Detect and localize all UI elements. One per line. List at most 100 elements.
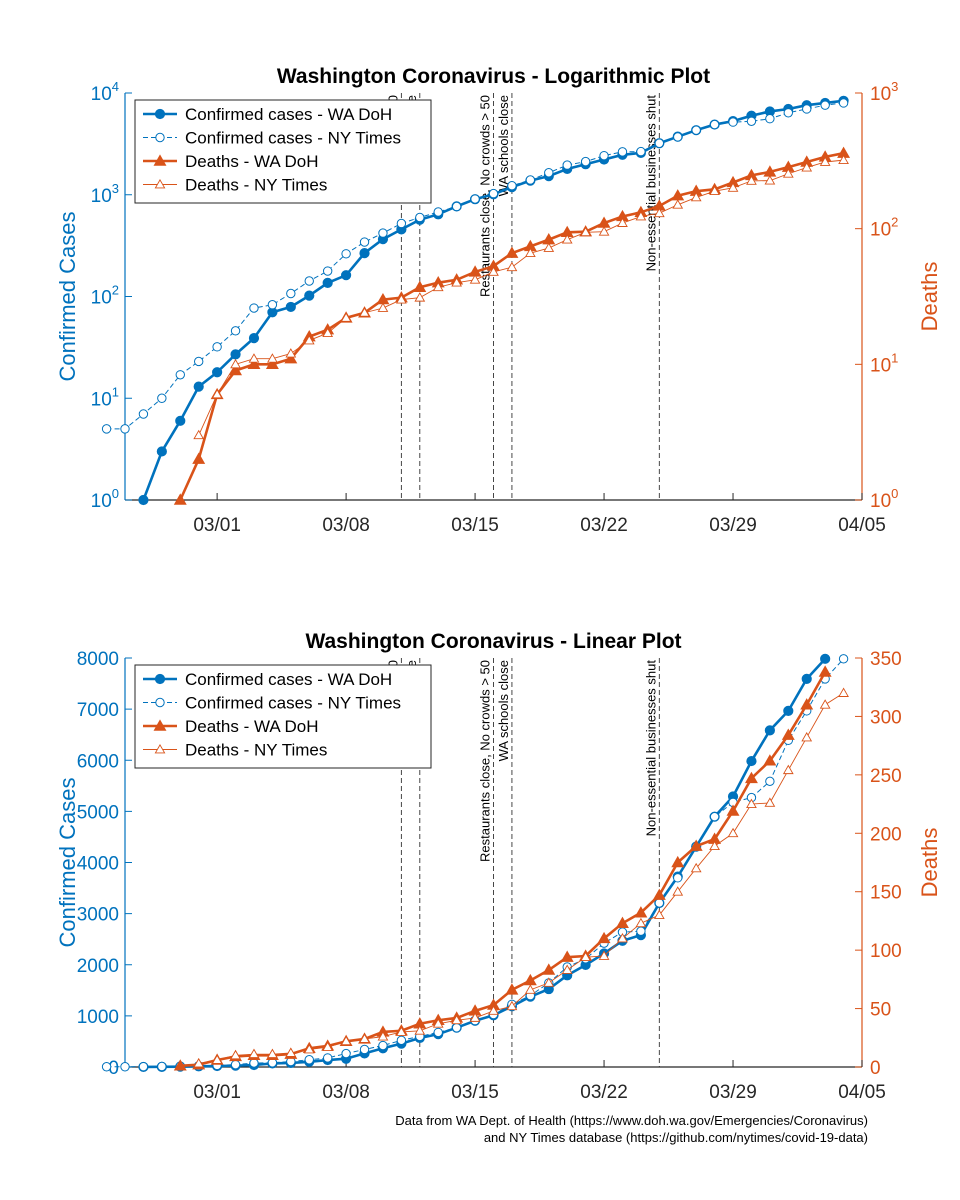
data-point: [156, 446, 167, 457]
data-point: [635, 917, 647, 928]
data-point: [247, 357, 261, 370]
right-tick-label: 250: [870, 766, 902, 787]
left-tick-label: 0: [108, 1058, 119, 1079]
data-point: [248, 1048, 260, 1059]
data-point: [818, 665, 832, 677]
data-point: [672, 199, 684, 209]
chart-panel-1: Washington Coronavirus - Logarithmic Plo…: [55, 65, 942, 536]
data-point: [157, 1061, 167, 1072]
data-point: [819, 699, 831, 709]
data-point: [635, 210, 647, 221]
legend-entry: Deaths - WA DoH: [185, 152, 319, 171]
data-point: [173, 493, 187, 505]
data-point: [451, 1023, 462, 1033]
left-tick-label: 1000: [77, 1007, 119, 1028]
data-point: [396, 1035, 407, 1046]
data-point: [322, 1053, 333, 1063]
data-point: [265, 357, 279, 370]
legend-entry: Deaths - NY Times: [185, 741, 327, 760]
data-point: [597, 931, 611, 944]
data-point: [285, 1047, 297, 1057]
left-tick-label: 101: [91, 384, 119, 410]
data-point: [690, 191, 702, 202]
data-point: [525, 175, 536, 185]
data-point: [671, 855, 685, 868]
data-point: [543, 242, 555, 252]
data-point: [765, 114, 775, 124]
right-tick-label: 50: [870, 1000, 891, 1021]
legend-marker: [155, 697, 165, 708]
right-axis-label: Deaths: [917, 828, 942, 898]
x-tick-label: 03/22: [580, 1082, 628, 1103]
event-label: Non-essential businesses shut: [643, 95, 658, 272]
data-point: [709, 119, 720, 130]
data-point: [543, 977, 555, 987]
data-point: [744, 771, 758, 784]
data-point: [819, 156, 831, 166]
x-tick-label: 03/01: [193, 515, 241, 536]
data-point: [451, 1014, 463, 1025]
data-point: [303, 334, 315, 345]
data-point: [652, 888, 666, 900]
data-point: [470, 194, 480, 204]
data-point: [763, 754, 777, 766]
data-point: [359, 1044, 370, 1055]
x-tick-label: 04/05: [838, 515, 886, 536]
data-point: [138, 1061, 149, 1072]
legend-marker: [155, 132, 165, 143]
data-point: [598, 226, 610, 236]
data-point: [322, 266, 333, 276]
data-point: [726, 804, 740, 816]
data-point: [340, 312, 352, 322]
data-point: [432, 1018, 444, 1028]
legend-entry: Deaths - WA DoH: [185, 717, 319, 736]
data-point: [138, 494, 149, 506]
right-tick-label: 350: [870, 649, 902, 670]
data-point: [691, 125, 701, 135]
event-label: WA schools close: [496, 95, 511, 196]
x-tick-label: 03/08: [322, 1082, 370, 1103]
legend-marker: [154, 743, 166, 754]
x-tick-label: 03/22: [580, 515, 628, 536]
left-tick-label: 103: [91, 181, 119, 207]
data-point: [378, 1040, 388, 1051]
legend-box: [134, 664, 432, 769]
right-tick-label: 100: [870, 486, 898, 512]
data-point: [580, 951, 592, 962]
data-point: [229, 363, 243, 376]
data-point: [212, 342, 222, 352]
data-point: [101, 424, 112, 434]
data-point: [561, 234, 573, 244]
data-point: [341, 1048, 351, 1059]
data-point: [653, 909, 665, 919]
data-point: [322, 327, 334, 337]
data-point: [488, 1005, 499, 1015]
data-point: [654, 898, 665, 908]
data-point: [544, 168, 554, 178]
left-tick-label: 6000: [77, 751, 119, 772]
data-point: [838, 154, 849, 165]
data-point: [728, 117, 738, 127]
data-point: [523, 973, 537, 986]
data-point: [101, 1062, 112, 1072]
data-point: [212, 367, 223, 378]
legend-box: [134, 99, 432, 204]
data-point: [507, 181, 517, 191]
data-point: [359, 237, 370, 247]
legend-marker: [154, 108, 166, 120]
data-point: [727, 827, 739, 838]
legend: Confirmed cases - WA DoH Confirmed cases …: [134, 664, 432, 769]
right-tick-label: 100: [870, 941, 902, 962]
left-tick-label: 3000: [77, 905, 119, 926]
legend: Confirmed cases - WA DoH Confirmed cases …: [134, 99, 432, 204]
event-label: Non-essential businesses shut: [643, 660, 658, 837]
data-point: [838, 654, 849, 664]
data-point: [801, 162, 813, 172]
data-point: [433, 207, 443, 217]
data-point: [654, 138, 665, 148]
left-tick-label: 4000: [77, 854, 119, 875]
legend-entry: Confirmed cases - NY Times: [185, 694, 401, 713]
data-point: [378, 228, 388, 238]
data-point: [395, 294, 407, 304]
